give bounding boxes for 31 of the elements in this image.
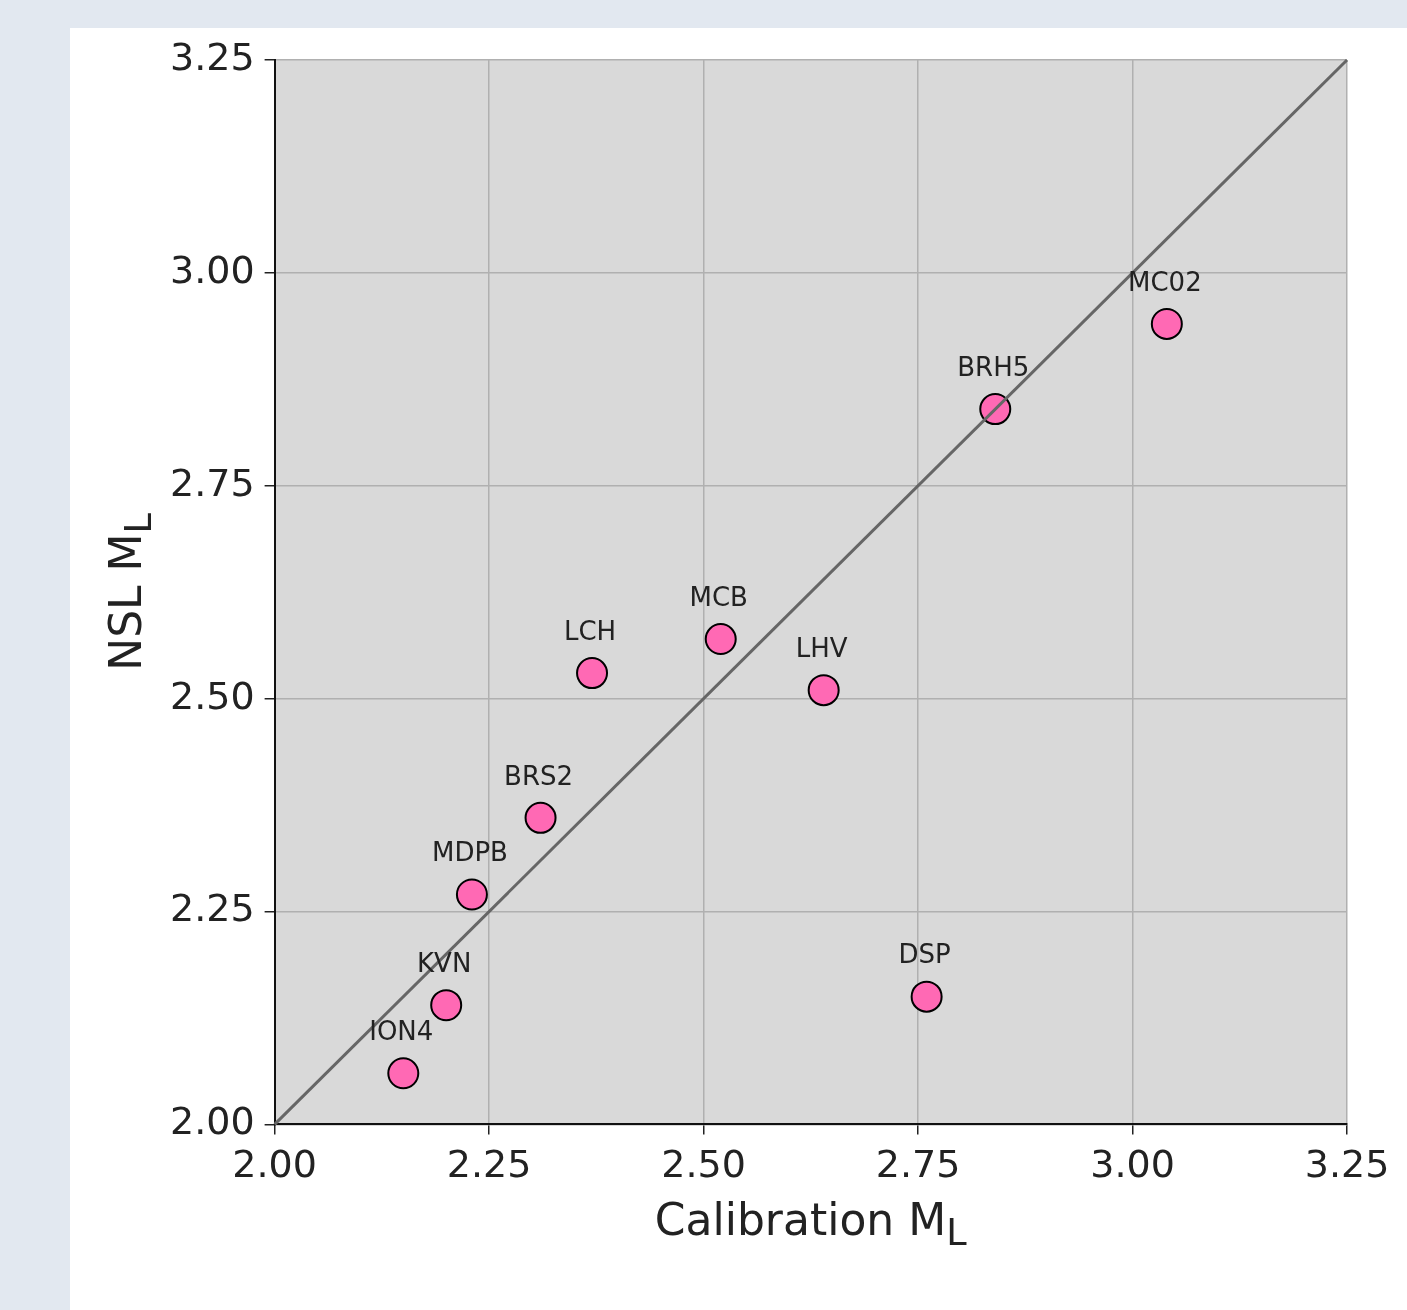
annotation: BRH5 xyxy=(957,351,1030,382)
point xyxy=(524,801,557,834)
point xyxy=(387,1057,420,1090)
x-tick-label: 3.00 xyxy=(1090,1142,1175,1187)
y-tick-label: 3.25 xyxy=(170,34,255,79)
y-tick-label: 2.75 xyxy=(170,460,255,505)
x-tick-label: 2.75 xyxy=(875,1142,961,1187)
annotation: MCB xyxy=(689,581,748,612)
annotation: ION4 xyxy=(369,1016,434,1047)
x-axis-title: Calibration M$_{L}$ xyxy=(654,1194,967,1255)
point xyxy=(704,623,737,656)
x-tick-label: 2.50 xyxy=(661,1142,746,1187)
y-tick-label: 2.25 xyxy=(170,886,255,931)
annotation: LHV xyxy=(795,632,848,663)
y-tick-label: 2.00 xyxy=(170,1099,255,1144)
x-tick-label: 2.00 xyxy=(232,1142,317,1187)
x-tick-label: 3.25 xyxy=(1304,1142,1390,1187)
point xyxy=(430,989,463,1022)
annotation: MDPB xyxy=(431,837,508,868)
y-tick-label: 2.50 xyxy=(170,673,255,718)
point xyxy=(1150,307,1183,340)
annotation: DSP xyxy=(898,939,951,970)
point xyxy=(807,674,840,707)
annotation: BRS2 xyxy=(504,760,574,791)
annotation: MC02 xyxy=(1128,266,1202,297)
point xyxy=(576,657,609,690)
x-tick-label: 2.25 xyxy=(446,1142,532,1187)
point xyxy=(455,878,488,911)
y-tick-label: 3.00 xyxy=(170,247,255,292)
point xyxy=(910,980,943,1013)
annotation: LCH xyxy=(563,615,617,646)
